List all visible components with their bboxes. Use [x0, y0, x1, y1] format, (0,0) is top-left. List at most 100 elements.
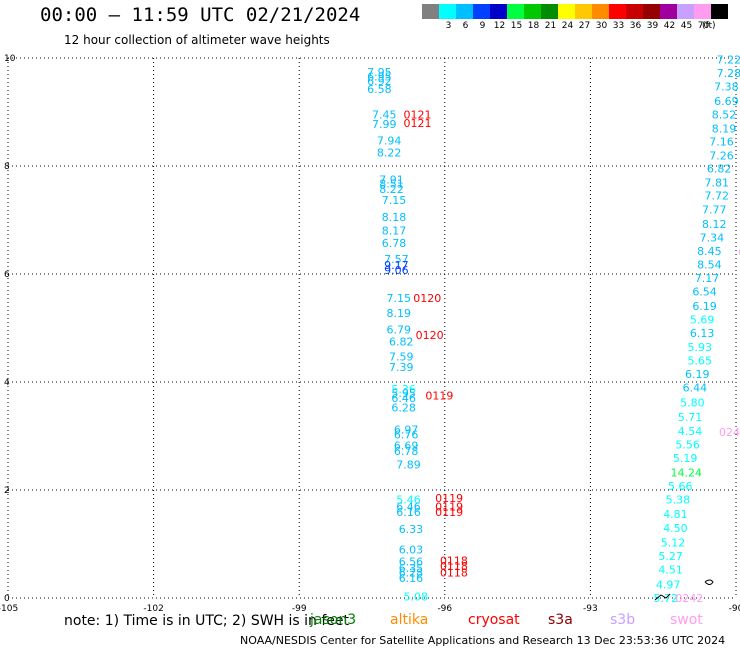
wave-height-label: 6.76: [394, 429, 419, 442]
legend-label: 24: [561, 21, 574, 31]
wave-height-label: 0120: [413, 292, 441, 305]
legend-swatch: [626, 4, 643, 19]
wave-height-label: 7.45: [372, 108, 397, 121]
wave-height-label: 0119: [425, 389, 453, 402]
wave-height-label: 6.19: [692, 300, 717, 313]
wave-height-label: 6.78: [394, 445, 419, 458]
satellite-label: cryosat: [468, 612, 520, 628]
satellite-label: s3b: [610, 612, 636, 628]
wave-height-label: 0243: [719, 426, 740, 439]
y-tick-label: 4: [4, 378, 10, 388]
legend-label: 45: [680, 21, 693, 31]
x-tick-label: -99: [292, 604, 307, 614]
legend-swatch: [575, 4, 592, 19]
wave-height-label: 6.46: [396, 501, 421, 514]
wave-height-label: 6.13: [690, 327, 715, 340]
legend-unit: (ft): [702, 21, 716, 31]
legend-swatch: [473, 4, 490, 19]
wave-height-label: 6.28: [391, 402, 416, 415]
wave-height-label: 6.69: [394, 440, 419, 453]
wave-height-label: 6.16: [396, 506, 421, 519]
legend-swatch: [507, 4, 524, 19]
legend-swatch: [592, 4, 609, 19]
wave-height-label: 8.17: [382, 225, 407, 238]
wave-height-label: 7.15: [387, 292, 412, 305]
wave-height-label: 6.97: [394, 423, 419, 436]
wave-height-label: 0244: [738, 246, 740, 259]
wave-height-label: 5.46: [396, 494, 421, 507]
legend-label: 70: [697, 21, 710, 31]
wave-height-label: 5.65: [687, 355, 712, 368]
y-tick-label: 0: [4, 594, 10, 604]
wave-height-label: 4.54: [678, 425, 703, 438]
wave-height-label: 5.12: [661, 537, 686, 550]
x-tick-label: -90: [729, 604, 740, 614]
wave-height-label: 7.99: [372, 118, 397, 131]
wave-height-label: 5.56: [675, 438, 700, 451]
wave-height-label: 5.38: [666, 494, 691, 507]
wave-height-label: 6.16: [399, 572, 424, 585]
legend-label: 12: [493, 21, 506, 31]
wave-height-label: 6.35: [399, 562, 424, 575]
wave-height-label: 6.46: [391, 392, 416, 405]
y-tick-label: 6: [4, 270, 10, 280]
satellite-label: s3a: [548, 612, 573, 628]
legend-swatch: [422, 4, 439, 19]
wave-height-label: 5.36: [391, 383, 416, 396]
satellite-label: altika: [390, 612, 429, 628]
wave-height-label: 8.22: [377, 146, 402, 159]
wave-height-label: 6.56: [399, 556, 424, 569]
wave-height-label: 0119: [435, 492, 463, 505]
wave-height-label: 9.17: [384, 259, 409, 272]
wave-height-label: 6.69: [714, 95, 739, 108]
wave-height-label: 4.81: [663, 508, 688, 521]
wave-height-label: 9.06: [384, 264, 409, 277]
wave-height-label: 6.79: [387, 323, 412, 336]
wave-height-label: 6.03: [399, 544, 424, 557]
legend-label: 18: [527, 21, 540, 31]
wave-height-label: 0118: [440, 560, 468, 573]
wave-height-label: 5.93: [687, 341, 712, 354]
satellite-label: swot: [670, 612, 703, 628]
wave-height-label: 5.80: [680, 396, 705, 409]
wave-height-label: 6.54: [692, 286, 717, 299]
legend-swatch: [660, 4, 677, 19]
footer-credit: NOAA/NESDIS Center for Satellite Applica…: [240, 634, 726, 647]
wave-height-label: 8.18: [382, 211, 407, 224]
wave-height-label: 7.59: [389, 350, 414, 363]
wave-height-label: 6.58: [367, 83, 392, 96]
wave-height-label: 7.38: [714, 80, 739, 93]
satellite-label: jason3: [310, 612, 357, 628]
wave-height-label: 0242: [675, 592, 703, 605]
wave-height-label: 7.89: [396, 458, 421, 471]
legend-swatch: [677, 4, 694, 19]
wave-height-label: 7.94: [377, 134, 402, 147]
wave-height-label: 5.95: [391, 387, 416, 400]
legend-label: 42: [663, 21, 676, 31]
legend-swatch: [439, 4, 456, 19]
wave-height-label: 0121: [404, 117, 432, 130]
legend-label: 6: [462, 21, 469, 31]
wave-height-label: 7.15: [382, 194, 407, 207]
wave-height-label: 6.28: [399, 566, 424, 579]
wave-height-label: 7.39: [389, 361, 414, 374]
wave-height-label: 6.33: [399, 523, 424, 536]
x-tick-label: -93: [583, 604, 598, 614]
wave-height-label: 7.34: [700, 232, 725, 245]
y-tick-label: 8: [4, 162, 10, 172]
wave-height-label: 6.82: [389, 335, 414, 348]
legend-swatch: [558, 4, 575, 19]
wave-height-label: 6.19: [685, 368, 710, 381]
wave-height-label: 5.71: [678, 411, 703, 424]
wave-height-label: 7.81: [704, 177, 729, 190]
wave-height-label: 8.22: [379, 183, 404, 196]
wave-height-label: 8.52: [712, 108, 737, 121]
legend-label: 21: [544, 21, 557, 31]
legend-swatch: [609, 4, 626, 19]
wave-height-label: 8.12: [702, 218, 727, 231]
legend-label: 33: [612, 21, 625, 31]
wave-height-label: 8.19: [712, 123, 737, 136]
legend-swatch: [711, 4, 728, 19]
x-tick-label: -105: [0, 604, 18, 614]
